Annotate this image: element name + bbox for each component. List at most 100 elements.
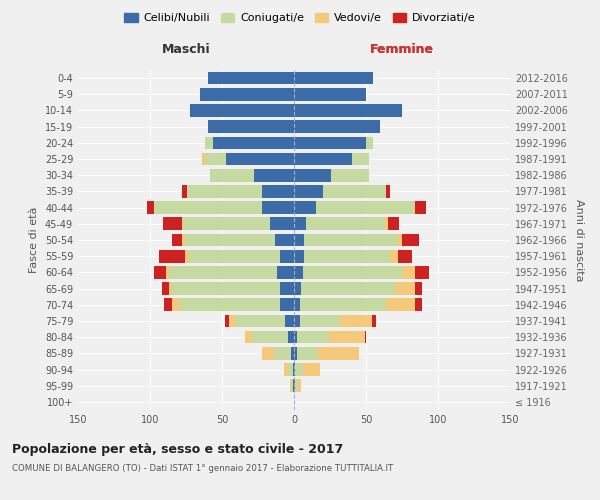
Bar bbox=[214, 136, 294, 149]
Bar bbox=[294, 331, 297, 344]
Bar bbox=[385, 218, 388, 230]
Bar bbox=[294, 234, 304, 246]
Bar bbox=[300, 314, 340, 328]
Bar bbox=[294, 218, 305, 230]
Text: Maschi: Maschi bbox=[161, 44, 211, 57]
Y-axis label: Fasce di età: Fasce di età bbox=[29, 207, 39, 273]
Bar bbox=[329, 331, 365, 344]
Bar bbox=[205, 136, 214, 149]
Bar bbox=[185, 234, 275, 246]
Bar bbox=[294, 88, 366, 101]
Bar bbox=[388, 218, 399, 230]
Bar bbox=[294, 298, 300, 311]
Bar bbox=[372, 314, 376, 328]
Bar bbox=[172, 282, 280, 295]
Text: Femmine: Femmine bbox=[370, 44, 434, 57]
Bar bbox=[290, 380, 291, 392]
Bar bbox=[352, 152, 369, 166]
Bar bbox=[395, 282, 415, 295]
Bar bbox=[301, 282, 395, 295]
Bar bbox=[391, 250, 398, 262]
Bar bbox=[183, 218, 269, 230]
Bar bbox=[415, 266, 430, 278]
Bar bbox=[284, 363, 288, 376]
Bar bbox=[291, 347, 294, 360]
Bar bbox=[294, 282, 301, 295]
Bar bbox=[280, 250, 294, 262]
Bar bbox=[294, 363, 295, 376]
Bar bbox=[295, 380, 297, 392]
Bar bbox=[294, 380, 295, 392]
Bar bbox=[172, 234, 182, 246]
Legend: Celibi/Nubili, Coniugati/e, Vedovi/e, Divorziati/e: Celibi/Nubili, Coniugati/e, Vedovi/e, Di… bbox=[120, 8, 480, 28]
Bar bbox=[179, 298, 280, 311]
Bar bbox=[190, 104, 294, 117]
Bar bbox=[386, 185, 391, 198]
Bar bbox=[304, 250, 391, 262]
Bar bbox=[293, 363, 294, 376]
Bar bbox=[294, 202, 316, 214]
Bar bbox=[269, 218, 294, 230]
Bar bbox=[365, 331, 366, 344]
Bar bbox=[316, 202, 413, 214]
Bar bbox=[262, 202, 294, 214]
Bar bbox=[294, 266, 302, 278]
Bar bbox=[297, 380, 301, 392]
Bar bbox=[182, 234, 185, 246]
Bar bbox=[205, 152, 226, 166]
Bar bbox=[304, 234, 398, 246]
Bar bbox=[169, 266, 277, 278]
Bar bbox=[302, 363, 320, 376]
Bar bbox=[275, 234, 294, 246]
Bar bbox=[280, 298, 294, 311]
Bar bbox=[294, 120, 380, 133]
Bar bbox=[147, 202, 154, 214]
Bar bbox=[294, 347, 297, 360]
Bar bbox=[294, 250, 304, 262]
Bar bbox=[245, 331, 252, 344]
Bar bbox=[295, 363, 302, 376]
Bar bbox=[300, 298, 386, 311]
Bar bbox=[200, 88, 294, 101]
Bar bbox=[211, 169, 254, 181]
Bar bbox=[262, 185, 294, 198]
Bar bbox=[294, 169, 331, 181]
Bar bbox=[154, 202, 262, 214]
Bar bbox=[291, 380, 293, 392]
Bar bbox=[280, 282, 294, 295]
Bar bbox=[164, 298, 172, 311]
Bar bbox=[402, 234, 419, 246]
Text: Popolazione per età, sesso e stato civile - 2017: Popolazione per età, sesso e stato civil… bbox=[12, 442, 343, 456]
Bar bbox=[166, 266, 169, 278]
Bar bbox=[189, 250, 280, 262]
Bar bbox=[415, 202, 427, 214]
Bar bbox=[415, 298, 422, 311]
Bar bbox=[294, 185, 323, 198]
Bar bbox=[154, 266, 166, 278]
Bar bbox=[294, 152, 352, 166]
Bar bbox=[277, 266, 294, 278]
Bar bbox=[226, 152, 294, 166]
Bar bbox=[297, 331, 329, 344]
Bar bbox=[293, 380, 294, 392]
Bar bbox=[340, 314, 372, 328]
Bar bbox=[297, 347, 319, 360]
Bar bbox=[302, 266, 403, 278]
Bar bbox=[208, 72, 294, 85]
Bar bbox=[366, 136, 373, 149]
Bar bbox=[252, 331, 288, 344]
Bar bbox=[185, 250, 189, 262]
Y-axis label: Anni di nascita: Anni di nascita bbox=[574, 198, 584, 281]
Text: COMUNE DI BALANGERO (TO) - Dati ISTAT 1° gennaio 2017 - Elaborazione TUTTITALIA.: COMUNE DI BALANGERO (TO) - Dati ISTAT 1°… bbox=[12, 464, 393, 473]
Bar bbox=[398, 250, 412, 262]
Bar bbox=[403, 266, 415, 278]
Bar bbox=[294, 314, 300, 328]
Bar bbox=[413, 202, 415, 214]
Text: Femmine: Femmine bbox=[370, 44, 434, 57]
Bar bbox=[386, 298, 415, 311]
Bar bbox=[319, 347, 359, 360]
Bar bbox=[288, 331, 294, 344]
Bar bbox=[254, 169, 294, 181]
Bar bbox=[415, 282, 422, 295]
Bar bbox=[163, 218, 182, 230]
